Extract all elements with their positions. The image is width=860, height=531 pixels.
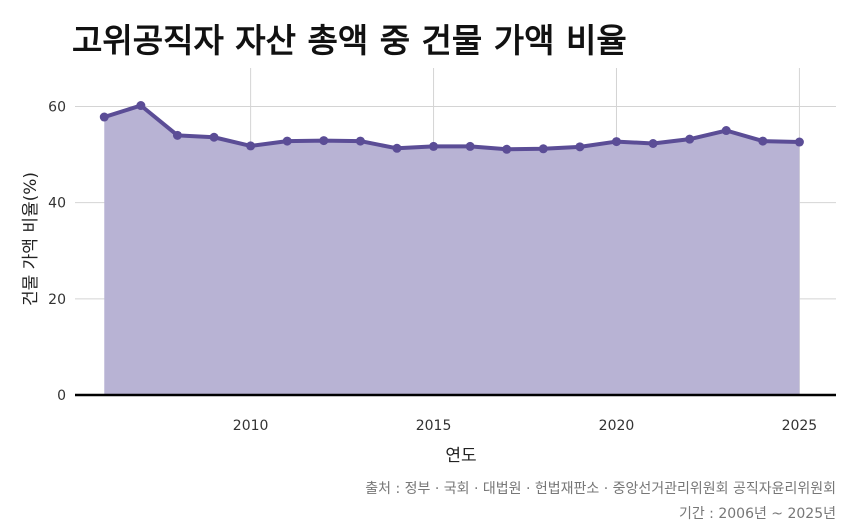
x-tick-labels: 2010 2015 2020 2025 [233,418,817,434]
data-point [99,112,109,122]
chart-title: 고위공직자 자산 총액 중 건물 가액 비율 [72,21,627,60]
data-point [355,136,365,146]
source-caption: 출처 : 정부 · 국회 · 대법원 · 헌법재판소 · 중앙선거관리위원회 공… [365,481,836,497]
data-point [538,144,548,154]
area-fill [104,105,800,396]
series-line [103,103,800,152]
data-point [611,137,621,147]
data-point [721,126,731,136]
x-tick-label: 2010 [233,418,269,434]
y-tick-label: 20 [48,292,66,308]
data-point [465,141,475,151]
data-point [794,137,804,147]
x-tick-label: 2020 [599,418,635,434]
y-tick-label: 40 [48,196,66,212]
data-point [758,136,768,146]
data-point [172,130,182,140]
data-point [429,141,439,151]
data-point [502,144,512,154]
y-tick-label: 0 [57,388,66,404]
y-tick-labels: 0 20 40 60 [48,99,66,404]
data-point [685,134,695,144]
data-point [648,138,658,148]
x-axis-label: 연도 [445,446,476,466]
data-points [99,101,804,154]
data-point [209,132,219,142]
data-point [319,136,329,146]
data-point [392,143,402,153]
data-point [282,136,292,146]
y-axis-label: 건물 가액 비율(%) [21,172,41,306]
x-tick-label: 2015 [416,418,452,434]
data-point [575,142,585,152]
data-point [246,141,256,151]
y-tick-label: 60 [48,99,66,115]
x-tick-label: 2025 [782,418,818,434]
data-point [136,101,146,111]
period-caption: 기간 : 2006년 ~ 2025년 [678,506,836,522]
